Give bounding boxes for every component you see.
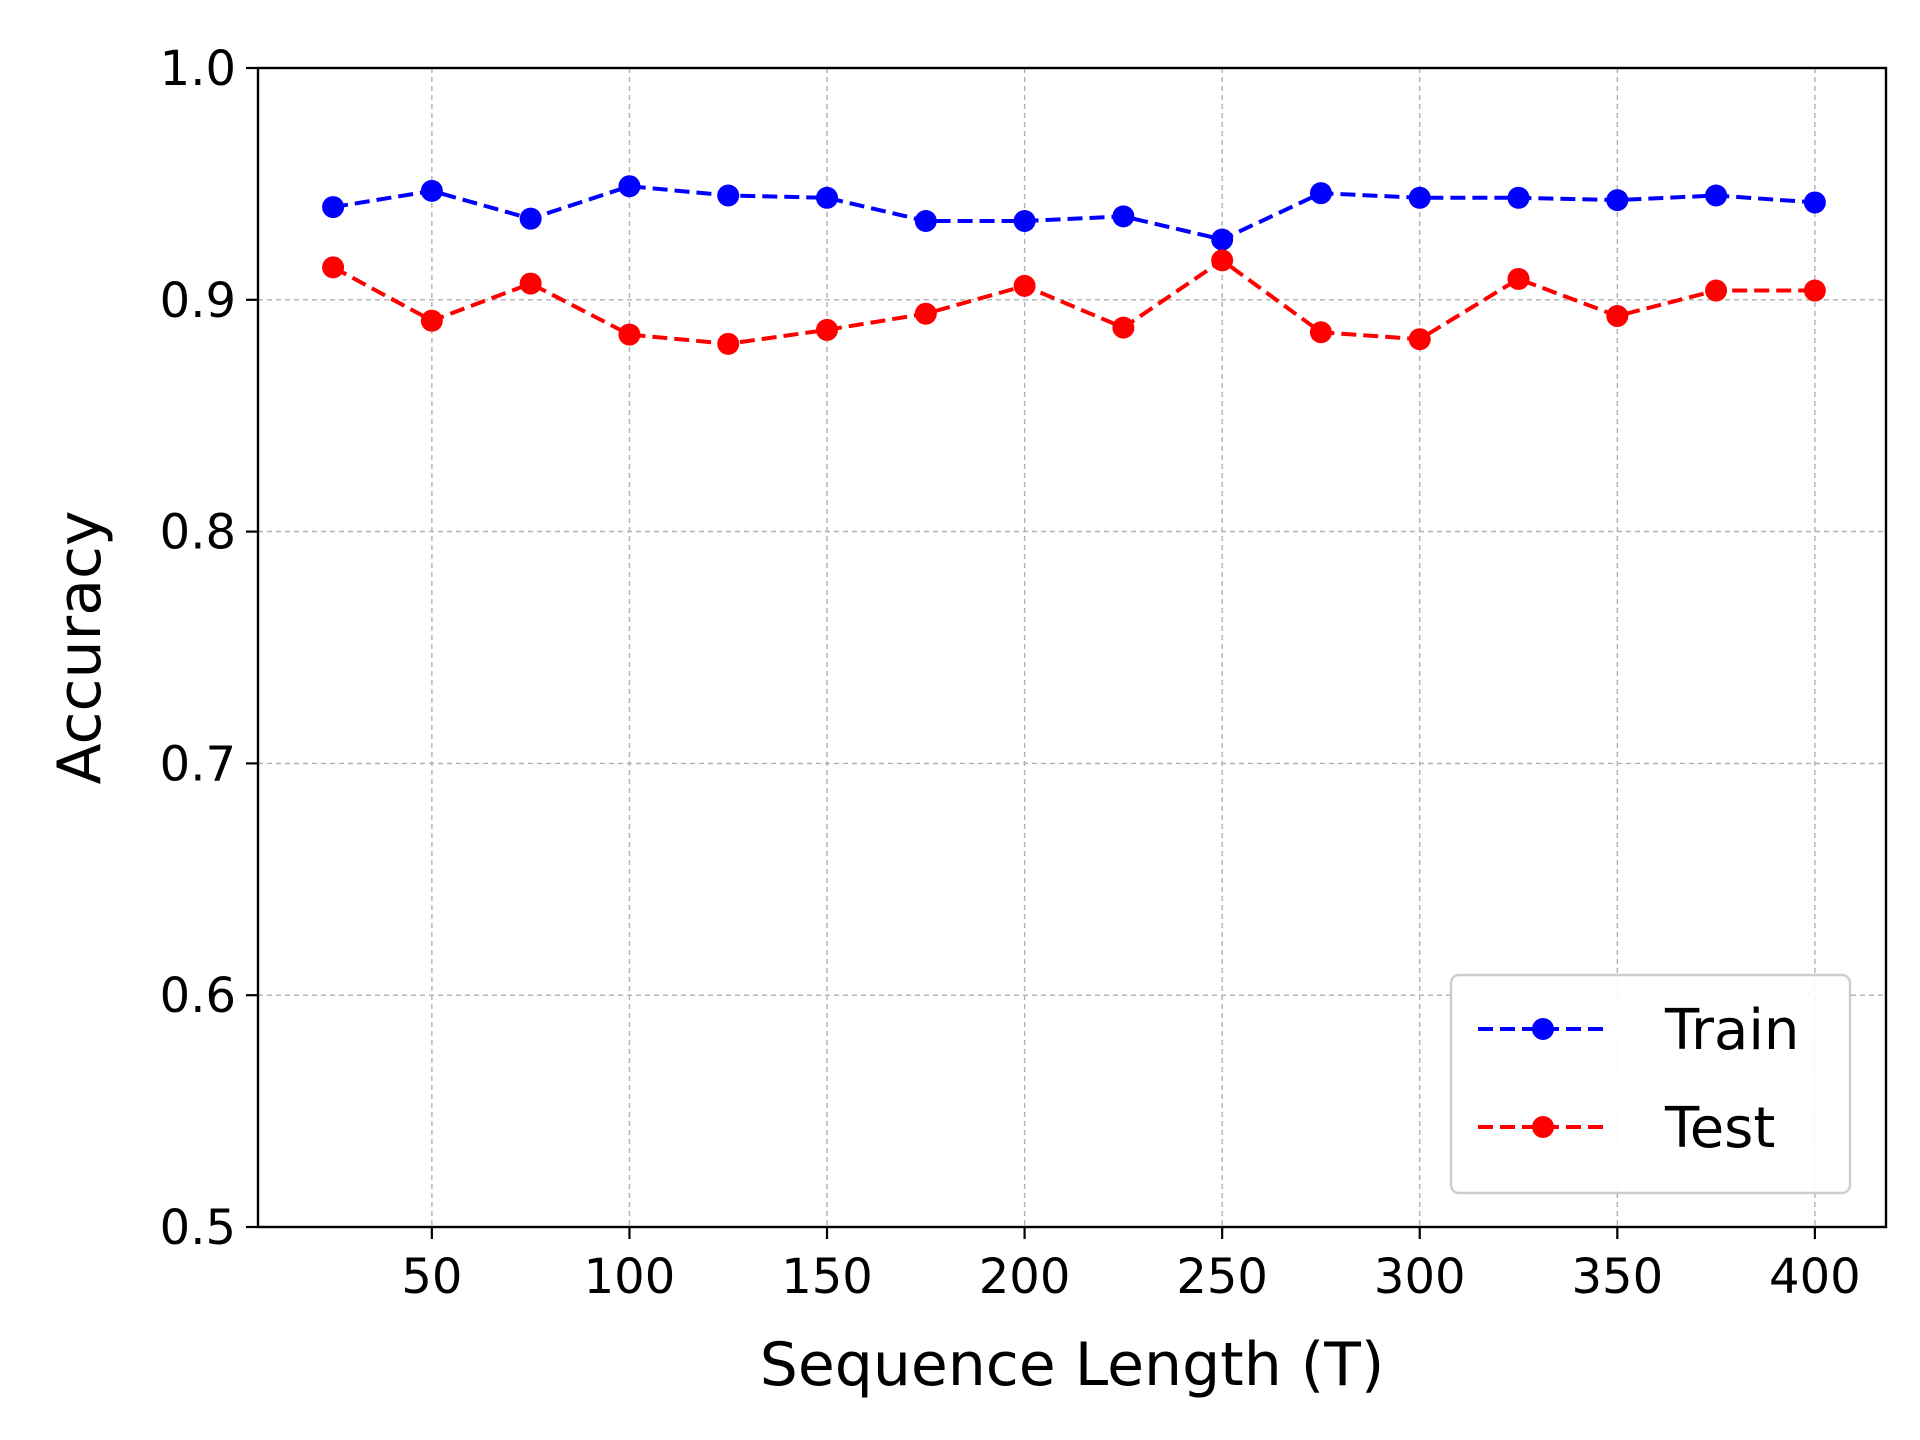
data-point	[618, 175, 641, 198]
data-point	[717, 332, 740, 355]
data-point	[1803, 191, 1826, 214]
data-point	[1309, 182, 1332, 205]
data-point	[1112, 205, 1135, 228]
data-point	[1211, 249, 1234, 272]
data-point	[717, 184, 740, 207]
data-point	[1013, 274, 1036, 297]
x-tick-label: 250	[1176, 1249, 1268, 1305]
x-tick-label: 300	[1374, 1249, 1466, 1305]
data-point	[1705, 279, 1728, 302]
legend-label: Test	[1664, 1096, 1775, 1161]
data-point	[618, 323, 641, 346]
data-point	[1112, 316, 1135, 339]
data-point	[1803, 279, 1826, 302]
data-point	[420, 309, 443, 332]
data-point	[420, 179, 443, 202]
y-axis-title: Accuracy	[45, 511, 115, 785]
data-point	[914, 209, 937, 232]
data-point	[1408, 328, 1431, 351]
data-point	[322, 196, 345, 219]
series-layer	[322, 175, 1826, 355]
y-tick-label: 0.8	[160, 505, 236, 561]
y-tick-label: 1.0	[160, 41, 236, 97]
data-point	[519, 207, 542, 230]
y-tick-label: 0.7	[160, 736, 236, 792]
plot-frame	[256, 66, 1888, 1229]
axis-ticks: 50 100 150 200 250 300 350 400 0.5 0.6 0.7 0.8 0.9 1.…	[160, 41, 1861, 1305]
series-train	[322, 175, 1826, 251]
data-point	[1507, 267, 1530, 290]
data-point	[1507, 186, 1530, 209]
x-tick-label: 350	[1571, 1249, 1663, 1305]
data-point	[1408, 186, 1431, 209]
y-tick-label: 0.5	[160, 1200, 236, 1256]
legend-marker	[1532, 1018, 1554, 1040]
data-point	[1606, 305, 1629, 328]
data-point	[1705, 184, 1728, 207]
data-point	[1013, 209, 1036, 232]
x-tick-label: 200	[979, 1249, 1071, 1305]
x-tick-label: 50	[401, 1249, 462, 1305]
series-test	[322, 249, 1826, 355]
series-line	[332, 257, 1815, 346]
y-tick-label: 0.9	[160, 273, 236, 329]
data-point	[1211, 228, 1234, 251]
data-point	[816, 318, 839, 341]
legend-marker	[1532, 1116, 1554, 1138]
data-point	[914, 302, 937, 325]
legend-item-train: Train	[1478, 998, 1799, 1063]
legend-item-test: Test	[1478, 1096, 1775, 1161]
data-point	[322, 256, 345, 279]
series-line	[332, 184, 1816, 242]
x-tick-label: 400	[1769, 1249, 1861, 1305]
data-point	[816, 186, 839, 209]
x-tick-label: 150	[781, 1249, 873, 1305]
data-point	[1309, 321, 1332, 344]
data-point	[1606, 189, 1629, 212]
x-tick-label: 100	[584, 1249, 676, 1305]
data-point	[519, 272, 542, 295]
legend: Train Test	[1449, 973, 1852, 1195]
legend-label: Train	[1664, 998, 1799, 1063]
y-tick-label: 0.6	[160, 968, 236, 1024]
x-axis-title: Sequence Length (T)	[760, 1330, 1385, 1400]
